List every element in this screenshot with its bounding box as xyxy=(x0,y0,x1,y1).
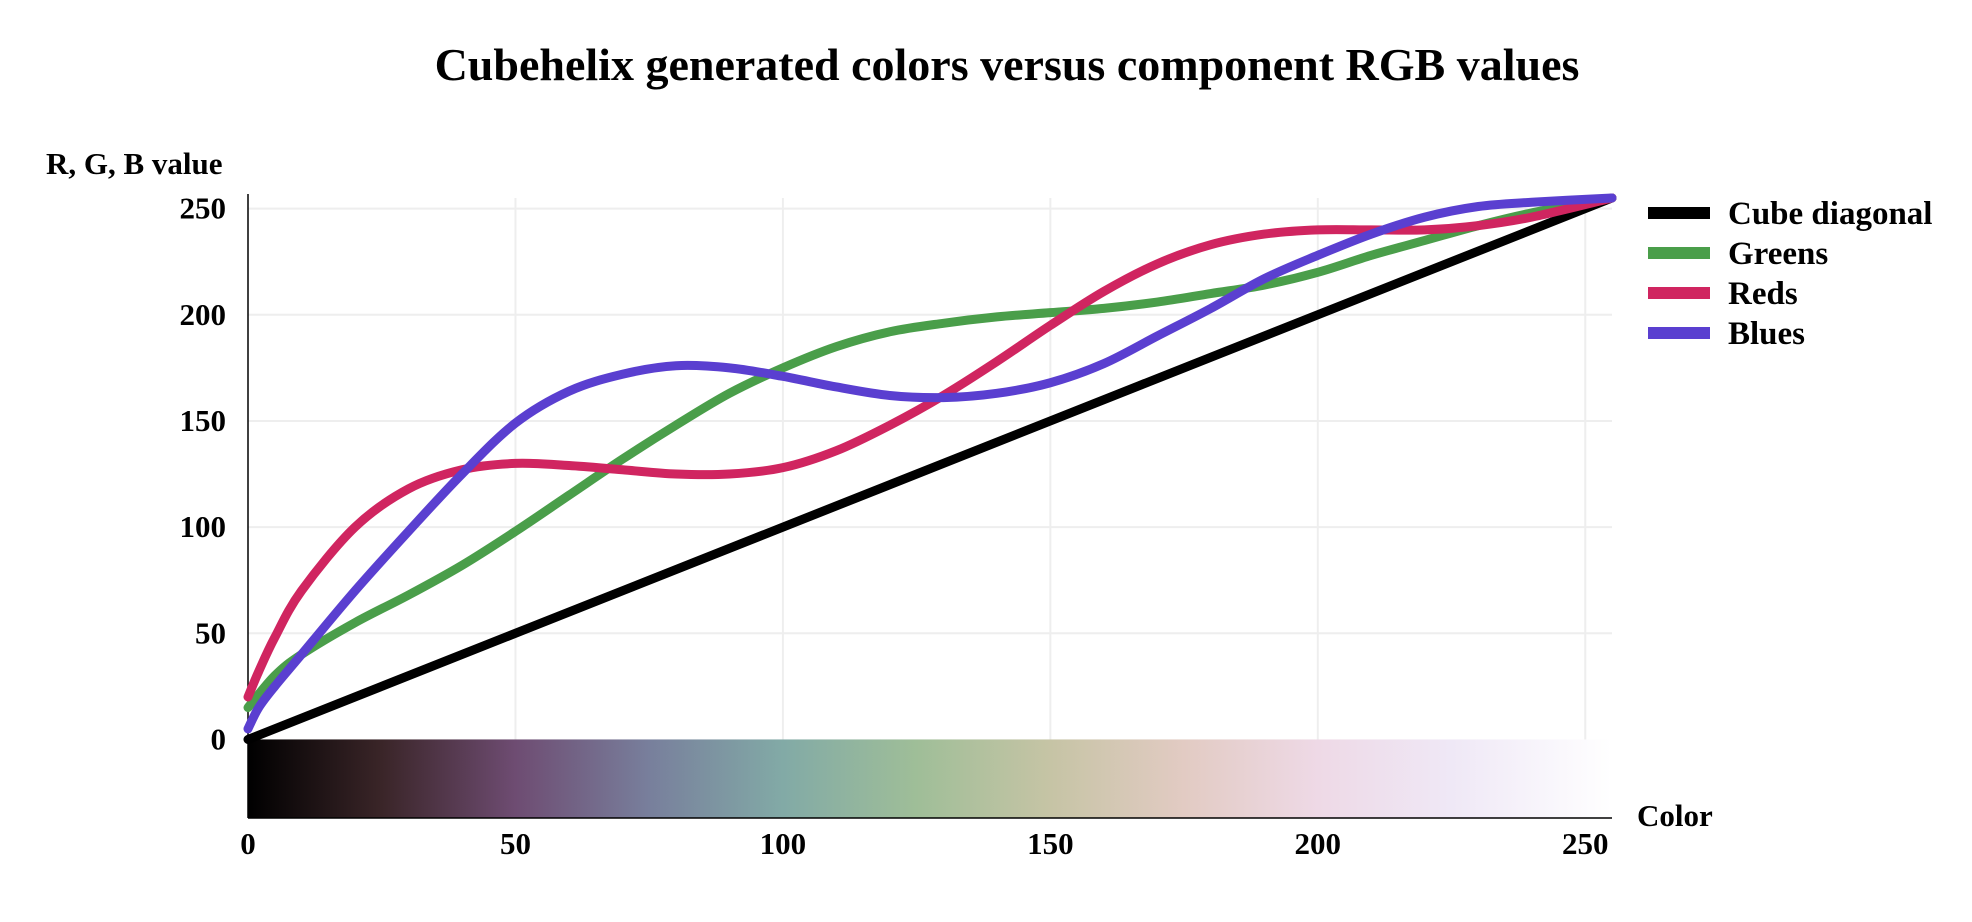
x-axis-label: Color xyxy=(1637,798,1713,833)
legend-label-greens: Greens xyxy=(1728,236,1828,272)
series-line-cube-diagonal xyxy=(243,193,1617,744)
y-tick-label: 0 xyxy=(211,721,227,756)
series-line-blues xyxy=(243,193,1617,734)
y-axis-label: R, G, B value xyxy=(46,146,223,181)
x-tick-label: 200 xyxy=(1295,826,1342,861)
tick-labels: 0 50 100 150 200 250 0 50 100 150 200 250 xyxy=(180,191,1609,861)
series-line-reds xyxy=(243,193,1617,702)
y-tick-label: 250 xyxy=(180,191,227,226)
legend-swatch-reds xyxy=(1648,287,1710,299)
legend-label-cube-diagonal: Cube diagonal xyxy=(1728,196,1932,232)
x-tick-label: 250 xyxy=(1562,826,1609,861)
color-strip xyxy=(248,739,1612,818)
legend-swatch-cube-diagonal xyxy=(1648,207,1710,219)
x-tick-label: 0 xyxy=(240,826,256,861)
x-tick-label: 100 xyxy=(760,826,807,861)
legend: Cube diagonal Greens Reds Blues xyxy=(1648,196,1932,352)
legend-label-blues: Blues xyxy=(1728,316,1805,352)
y-tick-label: 100 xyxy=(180,509,227,544)
legend-swatch-greens xyxy=(1648,247,1710,259)
y-tick-label: 200 xyxy=(180,297,227,332)
y-tick-label: 50 xyxy=(195,615,226,650)
series-lines xyxy=(243,193,1617,744)
y-tick-label: 150 xyxy=(180,403,227,438)
legend-swatch-blues xyxy=(1648,327,1710,339)
grid-lines xyxy=(248,198,1612,818)
legend-label-reds: Reds xyxy=(1728,276,1798,312)
series-line-greens xyxy=(243,193,1617,713)
chart-title: Cubehelix generated colors versus compon… xyxy=(435,39,1580,90)
x-tick-label: 50 xyxy=(500,826,531,861)
x-tick-label: 150 xyxy=(1027,826,1074,861)
axes xyxy=(247,194,1612,819)
